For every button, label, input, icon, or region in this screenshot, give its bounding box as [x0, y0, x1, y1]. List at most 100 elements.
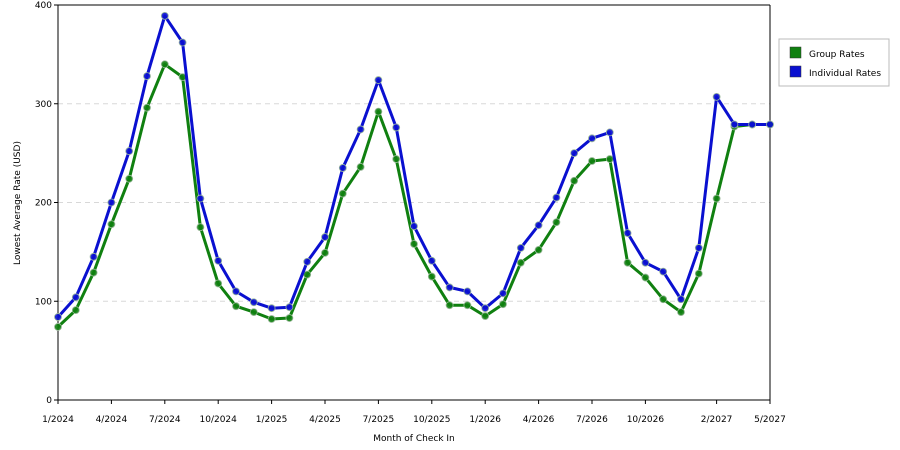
data-point-group-rates: [588, 157, 596, 165]
legend: Group Rates Individual Rates: [778, 38, 890, 87]
data-point-group-rates: [321, 248, 329, 257]
data-point-group-rates: [410, 240, 418, 248]
x-tick-label: 2/2027: [701, 415, 733, 425]
x-axis-ticks: 1/2024 4/2024 7/2024 10/2024 1/2025 4/2025 7/2…: [42, 400, 786, 425]
data-point-individual-rates: [588, 134, 596, 143]
data-point-individual-rates: [463, 287, 472, 296]
data-point-group-rates: [499, 300, 507, 309]
data-point-individual-rates: [659, 267, 668, 276]
x-tick-label: 7/2024: [149, 415, 181, 425]
data-point-group-rates: [677, 308, 685, 317]
data-point-group-rates: [445, 301, 454, 310]
data-point-individual-rates: [214, 256, 223, 265]
data-point-group-rates: [89, 268, 98, 277]
data-point-individual-rates: [267, 304, 276, 313]
data-point-individual-rates: [730, 120, 739, 129]
data-point-group-rates: [623, 258, 632, 267]
data-point-group-rates: [356, 163, 365, 171]
data-point-individual-rates: [748, 120, 757, 129]
data-point-individual-rates: [356, 125, 365, 134]
data-point-individual-rates: [125, 147, 134, 156]
x-tick-label: 4/2026: [523, 415, 555, 425]
x-tick-label: 10/2026: [627, 415, 665, 425]
data-point-group-rates: [659, 295, 668, 304]
legend-swatch-group-rates: [789, 46, 802, 59]
legend-label-group-rates: Group Rates: [809, 50, 865, 60]
data-point-group-rates: [392, 155, 401, 163]
data-point-individual-rates: [499, 289, 507, 298]
data-point-individual-rates: [694, 244, 703, 252]
data-point-group-rates: [534, 245, 543, 254]
data-point-group-rates: [107, 220, 116, 229]
data-point-group-rates: [338, 189, 347, 198]
data-point-individual-rates: [160, 11, 169, 20]
data-point-individual-rates: [303, 257, 312, 266]
x-tick-label: 1/2026: [469, 415, 501, 425]
y-tick-label: 300: [35, 100, 52, 110]
data-point-group-rates: [481, 312, 490, 320]
data-point-individual-rates: [232, 287, 240, 296]
data-point-individual-rates: [107, 198, 116, 207]
x-tick-label: 1/2025: [256, 415, 288, 425]
data-point-individual-rates: [249, 298, 258, 307]
data-point-individual-rates: [677, 295, 685, 304]
data-point-individual-rates: [427, 256, 436, 265]
data-point-individual-rates: [534, 221, 543, 230]
data-point-group-rates: [125, 174, 134, 183]
x-tick-label: 4/2025: [309, 415, 341, 425]
y-tick-label: 100: [35, 297, 52, 307]
y-tick-label: 200: [35, 199, 52, 209]
data-point-group-rates: [214, 279, 223, 288]
data-point-individual-rates: [570, 149, 579, 158]
data-point-group-rates: [143, 103, 151, 112]
x-tick-label: 7/2025: [363, 415, 395, 425]
data-point-group-rates: [463, 301, 472, 310]
data-point-group-rates: [285, 314, 294, 322]
data-point-individual-rates: [338, 164, 347, 172]
data-point-individual-rates: [285, 303, 294, 312]
data-point-individual-rates: [71, 293, 80, 302]
data-point-group-rates: [160, 60, 169, 69]
x-tick-label: 1/2024: [42, 415, 74, 425]
x-tick-label: 5/2027: [754, 415, 786, 425]
series-lines: [54, 11, 774, 331]
data-point-individual-rates: [552, 193, 561, 202]
data-point-group-rates: [641, 273, 650, 282]
data-point-group-rates: [694, 269, 703, 278]
data-point-individual-rates: [712, 92, 721, 101]
grid-lines: [58, 103, 770, 302]
data-point-group-rates: [54, 323, 62, 331]
y-tick-label: 0: [46, 396, 52, 406]
data-point-individual-rates: [392, 123, 401, 132]
data-point-group-rates: [267, 315, 276, 323]
data-point-group-rates: [712, 194, 721, 203]
y-axis-ticks: 0 100 200 300 400: [35, 1, 58, 406]
data-point-individual-rates: [766, 120, 774, 129]
x-tick-label: 4/2024: [96, 415, 128, 425]
data-point-individual-rates: [178, 38, 187, 47]
legend-label-individual-rates: Individual Rates: [809, 69, 881, 79]
data-point-group-rates: [71, 306, 80, 315]
data-point-individual-rates: [54, 313, 62, 321]
data-point-individual-rates: [321, 233, 329, 241]
x-tick-label: 10/2025: [413, 415, 450, 425]
data-point-individual-rates: [481, 304, 490, 313]
x-tick-label: 7/2026: [576, 415, 608, 425]
data-point-group-rates: [605, 155, 614, 163]
data-point-individual-rates: [641, 258, 650, 267]
data-point-individual-rates: [143, 72, 151, 80]
data-point-group-rates: [232, 302, 240, 311]
data-point-group-rates: [427, 272, 436, 281]
data-point-individual-rates: [516, 244, 525, 252]
data-point-group-rates: [552, 218, 561, 227]
data-point-individual-rates: [89, 252, 98, 261]
data-point-individual-rates: [196, 194, 205, 203]
x-tick-label: 10/2024: [200, 415, 238, 425]
data-point-group-rates: [196, 223, 205, 232]
data-point-individual-rates: [445, 283, 454, 292]
y-axis-title: Lowest Average Rate (USD): [13, 141, 23, 265]
legend-swatch-individual-rates: [789, 65, 802, 78]
data-point-group-rates: [516, 258, 525, 267]
data-point-group-rates: [249, 308, 258, 317]
